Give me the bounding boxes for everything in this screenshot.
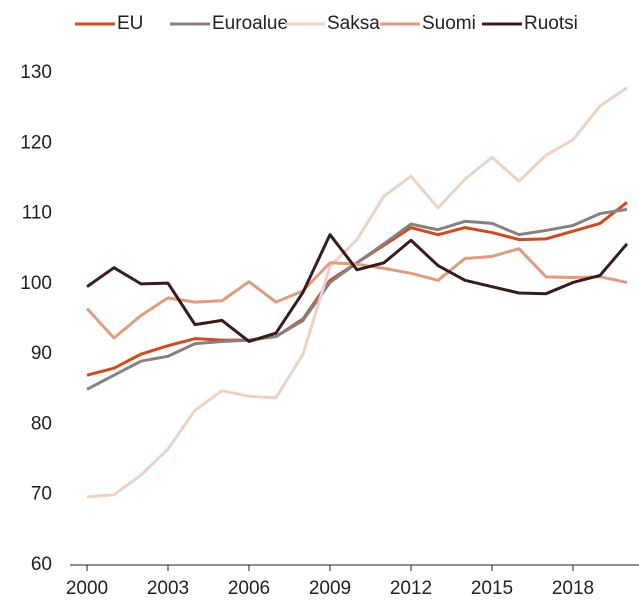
- x-tick-label: 2015: [471, 578, 513, 599]
- legend-label: Ruotsi: [524, 13, 578, 34]
- legend-label: Suomi: [422, 13, 476, 34]
- y-tick-label: 130: [20, 62, 52, 83]
- x-tick-label: 2000: [66, 578, 108, 599]
- y-tick-label: 60: [31, 554, 52, 575]
- y-tick-label: 110: [22, 203, 52, 224]
- y-tick-label: 70: [31, 484, 52, 505]
- y-tick-label: 90: [31, 343, 52, 364]
- x-tick-label: 2006: [228, 578, 270, 599]
- x-tick-label: 2009: [309, 578, 351, 599]
- legend-label: Saksa: [327, 13, 380, 34]
- y-tick-label: 120: [20, 132, 52, 153]
- y-tick-label: 100: [20, 273, 52, 294]
- legend-label: EU: [117, 13, 143, 34]
- x-tick-label: 2012: [390, 578, 432, 599]
- series-line: [86, 86, 628, 499]
- legend-label: Euroalue: [212, 13, 288, 34]
- series-line: [86, 233, 629, 343]
- x-tick-label: 2003: [147, 578, 189, 599]
- x-tick-label: 2018: [552, 578, 594, 599]
- y-tick-label: 80: [31, 413, 52, 434]
- series-line: [86, 201, 628, 377]
